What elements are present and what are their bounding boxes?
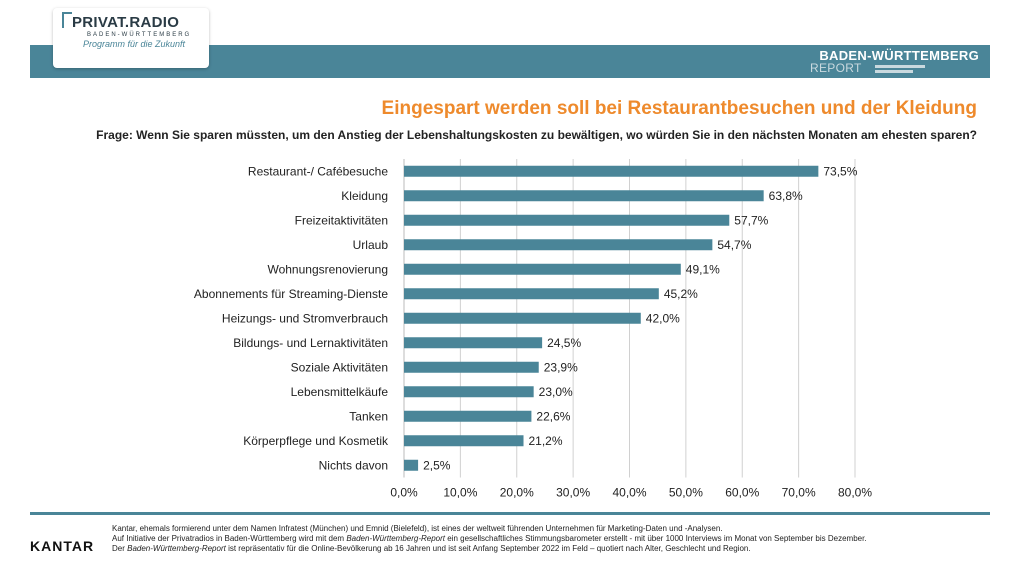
bar <box>404 214 730 226</box>
logo-sub-text: BADEN-WÜRTTEMBERG <box>87 32 192 38</box>
category-label: Restaurant-/ Cafébesuche <box>248 164 388 178</box>
bar <box>404 239 713 251</box>
chart-headline: Eingespart werden soll bei Restaurantbes… <box>381 98 977 119</box>
report-decor-line <box>875 70 913 73</box>
data-label: 23,9% <box>544 360 578 374</box>
data-label: 42,0% <box>646 311 680 325</box>
data-label: 73,5% <box>823 164 857 178</box>
footer-line-3: Der Baden-Württemberg-Report ist repräse… <box>112 544 867 554</box>
category-label: Freizeitaktivitäten <box>295 213 388 227</box>
category-label: Tanken <box>349 409 388 423</box>
category-label: Nichts davon <box>319 458 388 472</box>
data-label: 24,5% <box>547 336 581 350</box>
x-tick-label: 10,0% <box>443 486 477 500</box>
report-subtitle: REPORT <box>810 61 862 75</box>
bar <box>404 312 641 324</box>
x-tick-label: 60,0% <box>725 486 759 500</box>
x-tick-label: 40,0% <box>612 486 646 500</box>
bar <box>404 190 764 202</box>
x-tick-label: 0,0% <box>390 486 418 500</box>
report-title: BADEN-WÜRTTEMBERG <box>819 48 979 63</box>
bar <box>404 288 659 300</box>
data-label: 21,2% <box>529 434 563 448</box>
x-tick-label: 30,0% <box>556 486 590 500</box>
logo-main-text: PRIVAT.RADIO <box>72 14 180 31</box>
category-label: Bildungs- und Lernaktivitäten <box>233 336 388 350</box>
footer-report-name: Baden-Württemberg-Report <box>127 544 226 553</box>
bar <box>404 435 524 447</box>
footer-text: Kantar, ehemals formierend unter dem Nam… <box>112 524 867 554</box>
footer-text-part: Der <box>112 544 128 553</box>
data-label: 22,6% <box>536 409 570 423</box>
footer-report-name: Baden-Württemberg-Report <box>346 534 446 543</box>
category-label: Urlaub <box>353 238 389 252</box>
kantar-logo: KANTAR <box>30 538 95 554</box>
category-label: Wohnungsrenovierung <box>267 262 388 276</box>
survey-question: Frage: Wenn Sie sparen müssten, um den A… <box>96 128 977 142</box>
footer-text-part: ein gesellschaftliches Stimmungsbaromete… <box>445 534 867 543</box>
category-label: Abonnements für Streaming-Dienste <box>194 287 388 301</box>
category-label: Kleidung <box>341 189 388 203</box>
footer-divider <box>30 512 990 515</box>
data-label: 57,7% <box>734 213 768 227</box>
bar <box>404 459 419 471</box>
data-label: 63,8% <box>769 189 803 203</box>
bar <box>404 263 681 275</box>
data-label: 54,7% <box>717 238 751 252</box>
category-label: Soziale Aktivitäten <box>291 360 388 374</box>
footer-text-part: ist repräsentativ für die Online-Bevölke… <box>225 544 751 553</box>
bar <box>404 410 532 422</box>
data-label: 23,0% <box>539 385 573 399</box>
bar <box>404 386 534 398</box>
data-label: 49,1% <box>686 262 720 276</box>
privat-radio-logo: PRIVAT.RADIO BADEN-WÜRTTEMBERG Programm … <box>53 8 209 68</box>
bar <box>404 361 539 373</box>
footer-line-1: Kantar, ehemals formierend unter dem Nam… <box>112 524 723 533</box>
category-label: Lebensmittelkäufe <box>291 385 389 399</box>
data-label: 2,5% <box>423 458 451 472</box>
x-tick-label: 70,0% <box>782 486 816 500</box>
x-tick-label: 80,0% <box>838 486 872 500</box>
x-tick-label: 20,0% <box>500 486 534 500</box>
data-label: 45,2% <box>664 287 698 301</box>
x-tick-label: 50,0% <box>669 486 703 500</box>
bar <box>404 165 819 177</box>
logo-tagline: Programm für die Zukunft <box>83 39 186 49</box>
category-label: Heizungs- und Stromverbrauch <box>222 311 388 325</box>
logo-bracket-icon <box>62 12 72 28</box>
bar <box>404 337 543 349</box>
footer-text-part: Auf Initiative der Privatradios in Baden… <box>112 534 347 543</box>
report-decor-line <box>875 65 925 68</box>
footer-line-2: Auf Initiative der Privatradios in Baden… <box>112 534 867 544</box>
category-label: Körperpflege und Kosmetik <box>243 434 389 448</box>
